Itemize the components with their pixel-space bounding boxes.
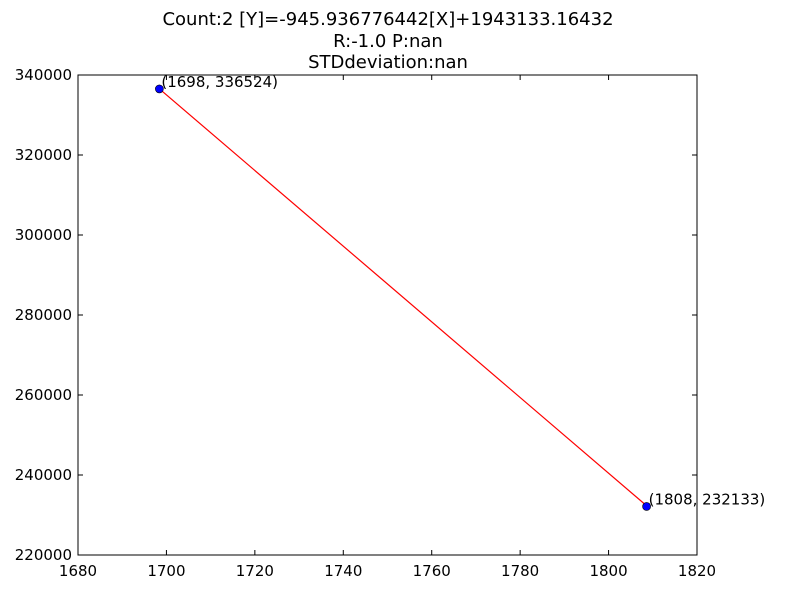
y-axis: 220000 240000 260000 280000 300000 320000 3400… <box>15 66 697 564</box>
regression-line <box>158 88 647 507</box>
x-tick-label: 1680 <box>59 562 97 580</box>
x-tick-label: 1780 <box>501 562 539 580</box>
x-tick-label: 1740 <box>324 562 362 580</box>
title-line-1: Count:2 [Y]=-945.936776442[X]+1943133.16… <box>162 9 613 30</box>
data-point <box>155 84 164 94</box>
y-tick-label: 280000 <box>15 306 72 324</box>
point-annotation: (1698, 336524) <box>161 73 278 91</box>
title-line-2: R:-1.0 P:nan <box>333 31 443 52</box>
x-tick-label: 1700 <box>147 562 185 580</box>
x-axis: 1680 1700 1720 1740 1760 1780 1800 1820 <box>59 75 716 580</box>
data-point <box>642 502 651 511</box>
x-tick-label: 1800 <box>589 562 627 580</box>
point-annotation: (1808, 232133) <box>649 490 766 508</box>
x-tick-label: 1820 <box>678 562 716 580</box>
x-tick-label: 1760 <box>413 562 451 580</box>
y-tick-label: 320000 <box>15 146 72 164</box>
y-tick-label: 260000 <box>15 386 72 404</box>
data-series: (1698, 336524) (1808, 232133) <box>155 73 765 511</box>
x-tick-label: 1720 <box>236 562 274 580</box>
y-tick-label: 340000 <box>15 66 72 84</box>
plot-area <box>77 74 698 556</box>
y-tick-label: 240000 <box>15 466 72 484</box>
chart-title: Count:2 [Y]=-945.936776442[X]+1943133.16… <box>162 9 613 73</box>
y-tick-label: 300000 <box>15 226 72 244</box>
y-tick-label: 220000 <box>15 546 72 564</box>
title-line-3: STDdeviation:nan <box>308 52 468 73</box>
